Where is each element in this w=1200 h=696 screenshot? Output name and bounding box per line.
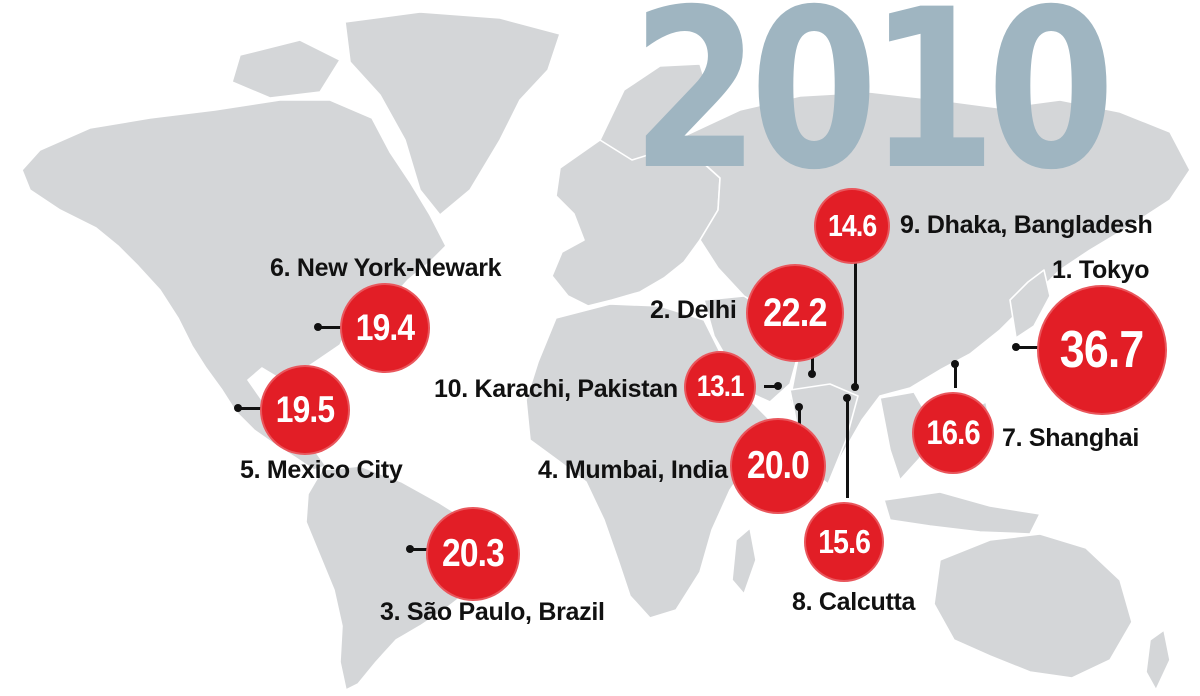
leader-line-newyork <box>318 326 342 329</box>
city-dot-dhaka <box>851 383 859 391</box>
city-value-newyork: 19.4 <box>355 307 415 348</box>
city-label-dhaka: 9. Dhaka, Bangladesh <box>900 211 1153 239</box>
city-dot-mumbai <box>795 403 803 411</box>
city-label-shanghai: 7. Shanghai <box>1002 424 1140 452</box>
city-bubble-dhaka: 14.6 <box>814 188 890 264</box>
indonesia-landmass <box>883 491 1041 535</box>
north-america-landmass <box>21 99 447 471</box>
city-value-shanghai: 16.6 <box>926 413 980 452</box>
leader-line-mexicocity <box>238 407 264 410</box>
city-value-mexicocity: 19.5 <box>275 389 335 430</box>
city-value-calcutta: 15.6 <box>818 523 871 560</box>
city-value-delhi: 22.2 <box>763 290 827 335</box>
city-value-dhaka: 14.6 <box>827 208 877 243</box>
city-bubble-newyork: 19.4 <box>340 283 430 373</box>
year-title: 2010 <box>631 0 1115 218</box>
asia-landmass <box>679 91 1191 477</box>
greenland-landmass <box>344 11 561 216</box>
city-dot-tokyo <box>1012 343 1020 351</box>
city-dot-mexicocity <box>234 404 242 412</box>
leader-line-shanghai <box>954 364 957 388</box>
city-label-saopaulo: 3. São Paulo, Brazil <box>380 598 605 626</box>
madagascar-landmass <box>731 527 757 595</box>
city-bubble-calcutta: 15.6 <box>804 502 884 582</box>
city-bubble-delhi: 22.2 <box>746 264 844 362</box>
new-zealand-landmass <box>1145 629 1171 691</box>
city-label-karachi: 10. Karachi, Pakistan <box>434 375 678 403</box>
city-label-calcutta: 8. Calcutta <box>792 588 916 616</box>
city-bubble-tokyo: 36.7 <box>1037 285 1167 415</box>
leader-line-saopaulo <box>410 548 430 551</box>
australia-landmass <box>933 533 1133 679</box>
scandinavia-landmass <box>599 63 711 161</box>
city-value-karachi: 13.1 <box>696 370 745 403</box>
leader-line-dhaka <box>854 254 857 388</box>
city-dot-newyork <box>314 323 322 331</box>
city-dot-calcutta <box>843 394 851 402</box>
city-dot-karachi <box>774 382 782 390</box>
city-dot-saopaulo <box>406 545 414 553</box>
city-bubble-saopaulo: 20.3 <box>426 507 520 601</box>
city-label-newyork: 6. New York-Newark <box>270 254 502 282</box>
city-dot-shanghai <box>951 360 959 368</box>
leader-line-delhi <box>811 352 814 374</box>
leader-line-karachi <box>764 385 778 388</box>
city-label-mumbai: 4. Mumbai, India <box>538 456 728 484</box>
city-bubble-shanghai: 16.6 <box>912 392 994 474</box>
arctic-islands-landmass <box>231 39 341 99</box>
city-bubble-karachi: 13.1 <box>684 351 756 423</box>
city-label-mexicocity: 5. Mexico City <box>240 456 403 484</box>
city-value-saopaulo: 20.3 <box>442 532 505 575</box>
city-bubble-mexicocity: 19.5 <box>260 365 350 455</box>
japan-landmass <box>1009 269 1051 339</box>
city-value-mumbai: 20.0 <box>747 444 810 487</box>
leader-line-calcutta <box>846 398 849 498</box>
city-label-delhi: 2. Delhi <box>650 296 737 324</box>
leader-line-tokyo <box>1016 346 1040 349</box>
city-value-tokyo: 36.7 <box>1060 321 1144 379</box>
city-bubble-mumbai: 20.0 <box>730 418 826 514</box>
city-dot-delhi <box>808 370 816 378</box>
leader-line-mumbai <box>798 406 801 428</box>
city-label-tokyo: 1. Tokyo <box>1052 256 1150 284</box>
